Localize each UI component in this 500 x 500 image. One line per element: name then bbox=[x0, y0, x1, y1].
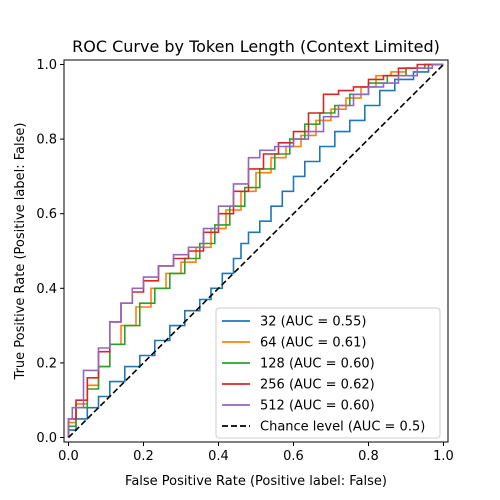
x-axis: 0.0 0.2 0.4 0.6 0.8 1.0 bbox=[58, 442, 454, 464]
legend-label: 64 (AUC = 0.61) bbox=[260, 336, 366, 351]
x-tick-label: 0.2 bbox=[133, 449, 154, 464]
series-line-5 bbox=[67, 63, 445, 439]
legend-label: 32 (AUC = 0.55) bbox=[260, 315, 366, 330]
y-tick-label: 0.8 bbox=[36, 133, 57, 148]
x-tick-label: 0.8 bbox=[358, 449, 379, 464]
chart-title: ROC Curve by Token Length (Context Limit… bbox=[72, 37, 440, 56]
legend-label: Chance level (AUC = 0.5) bbox=[260, 420, 425, 435]
x-axis-label: False Positive Rate (Positive label: Fal… bbox=[125, 474, 387, 489]
y-axis: 0.0 0.2 0.4 0.6 0.8 1.0 bbox=[36, 58, 64, 446]
y-axis-label: True Positive Rate (Positive label: Fals… bbox=[13, 123, 28, 381]
series-group bbox=[67, 63, 445, 439]
legend-label: 512 (AUC = 0.60) bbox=[260, 399, 375, 414]
legend-label: 128 (AUC = 0.60) bbox=[260, 357, 375, 372]
series-line-4 bbox=[67, 63, 444, 438]
legend: 32 (AUC = 0.55) 64 (AUC = 0.61) 128 (AUC =… bbox=[215, 307, 441, 439]
legend-box bbox=[215, 307, 441, 439]
x-tick-label: 1.0 bbox=[433, 449, 454, 464]
x-tick-label: 0.4 bbox=[208, 449, 229, 464]
x-tick-label: 0.0 bbox=[58, 449, 79, 464]
legend-label: 256 (AUC = 0.62) bbox=[260, 378, 375, 393]
plot-frame bbox=[63, 59, 449, 443]
y-tick-label: 0.4 bbox=[36, 282, 57, 297]
y-tick-label: 1.0 bbox=[36, 58, 57, 73]
y-tick-label: 0.2 bbox=[36, 356, 57, 371]
series-line-0 bbox=[67, 63, 444, 438]
x-tick-label: 0.6 bbox=[283, 449, 304, 464]
y-tick-label: 0.0 bbox=[36, 431, 57, 446]
y-tick-label: 0.6 bbox=[36, 207, 57, 222]
